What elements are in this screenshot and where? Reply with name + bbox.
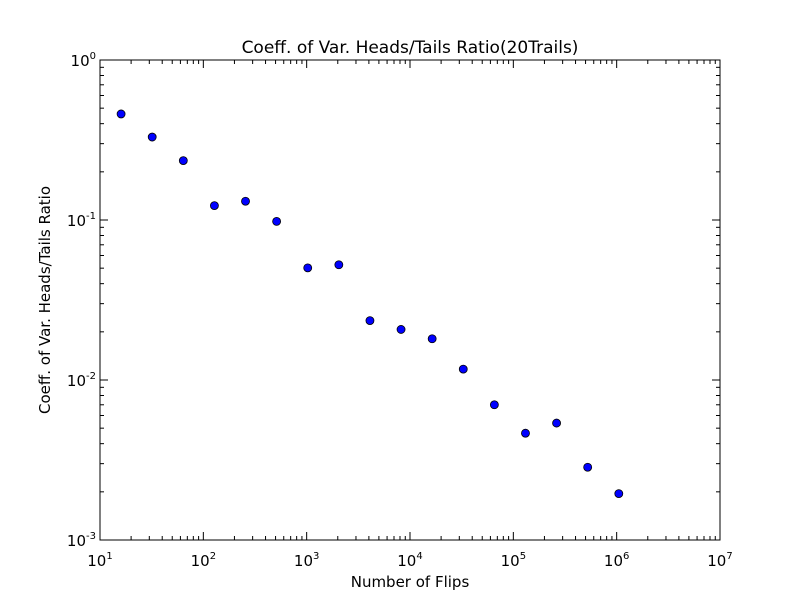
axis-ticks xyxy=(99,59,721,541)
x-tick-label: 105 xyxy=(501,551,526,570)
data-point xyxy=(365,316,375,326)
x-tick-label: 103 xyxy=(294,551,319,570)
x-tick-label: 102 xyxy=(191,551,216,570)
y-tick-label: 100 xyxy=(71,51,96,70)
tick-labels: 101 102 103 104 105 106 107 10-3 10-2 10-1 100 xyxy=(67,51,733,570)
y-tick-label: 10-3 xyxy=(67,531,96,550)
x-tick-label: 106 xyxy=(604,551,629,570)
x-tick-label: 101 xyxy=(87,551,112,570)
x-axis-label: Number of Flips xyxy=(351,573,470,591)
data-points xyxy=(116,109,624,498)
plot-frame xyxy=(99,59,721,541)
y-axis-label: Coeff. of Var. Heads/Tails Ratio xyxy=(36,186,54,414)
x-tick-label: 104 xyxy=(397,551,422,570)
data-point xyxy=(614,489,624,498)
data-point xyxy=(521,428,530,438)
data-point xyxy=(396,325,406,334)
data-point xyxy=(583,462,593,472)
data-point xyxy=(489,400,499,410)
data-point xyxy=(147,132,157,142)
data-point xyxy=(178,156,188,166)
data-point xyxy=(427,334,437,344)
data-point xyxy=(552,418,561,428)
data-point xyxy=(241,196,250,206)
x-tick-label: 107 xyxy=(707,551,732,570)
data-point xyxy=(303,263,313,273)
data-point xyxy=(272,217,282,226)
data-point xyxy=(210,201,219,211)
data-point xyxy=(116,109,126,119)
y-tick-label: 10-2 xyxy=(67,371,96,390)
data-point xyxy=(334,260,344,270)
y-tick-label: 10-1 xyxy=(67,211,96,230)
data-point xyxy=(458,364,468,374)
chart-title: Coeff. of Var. Heads/Tails Ratio(20Trail… xyxy=(242,38,579,58)
plot-area xyxy=(100,60,720,540)
